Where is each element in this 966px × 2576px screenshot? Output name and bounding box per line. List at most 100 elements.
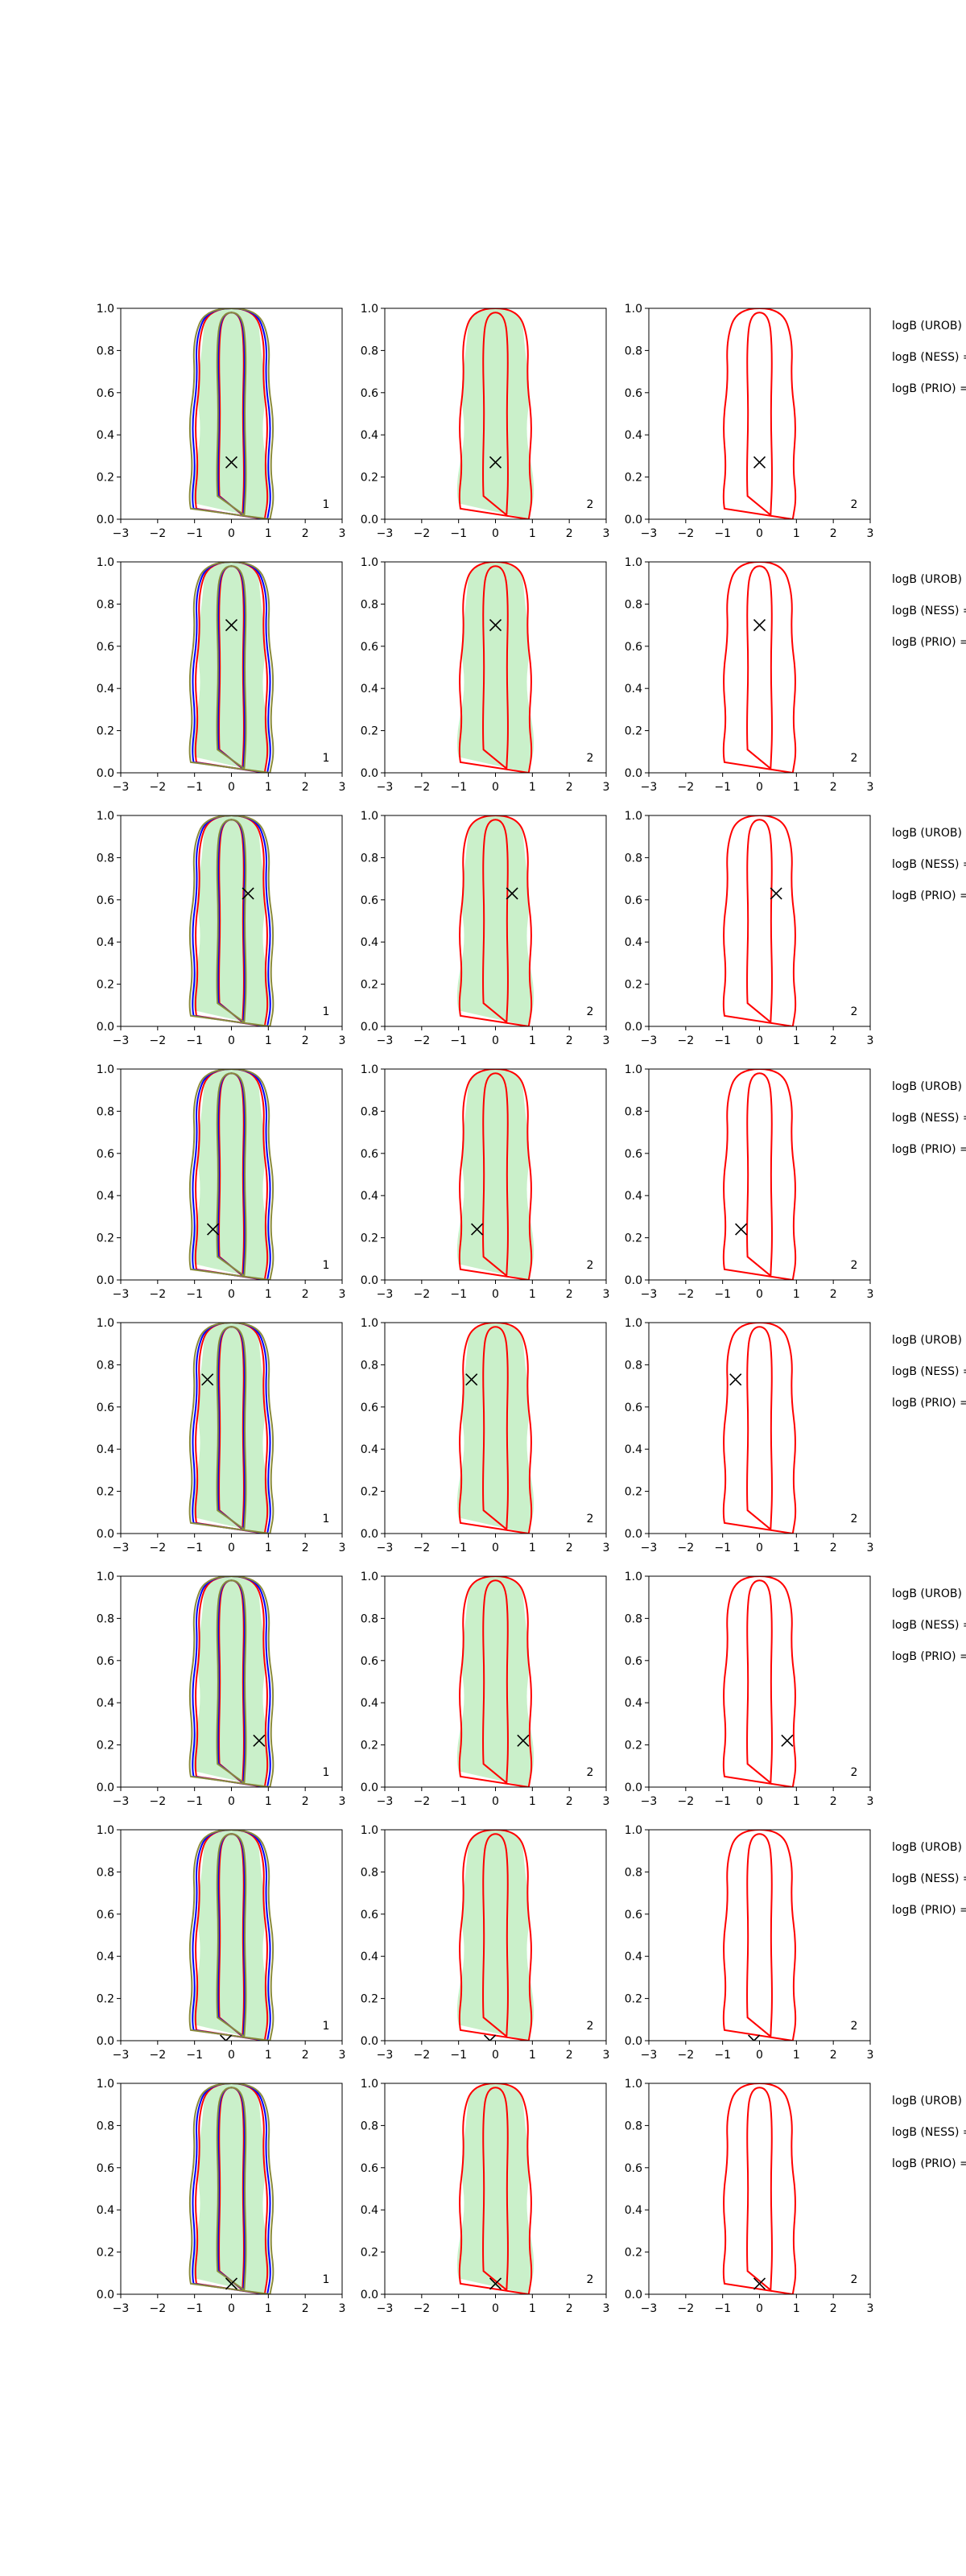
red-contour-inner <box>746 2087 773 2292</box>
truth-marker <box>484 2034 497 2041</box>
panel-plot-area <box>456 815 535 1026</box>
x-tick-label: 3 <box>339 1795 346 1808</box>
panel-plot-area <box>188 1830 275 2041</box>
y-tick-label: 0.2 <box>625 1486 642 1499</box>
panel-corner-label: 2 <box>587 2020 594 2033</box>
panel-corner-label: 1 <box>323 2273 330 2286</box>
logb-label: logB (UROB) = <box>892 573 966 586</box>
panel-plot-area <box>722 1576 797 1787</box>
x-tick-label: 0 <box>492 2049 499 2062</box>
olive-contour-inner <box>216 1833 247 2038</box>
truth-marker <box>253 1734 266 1747</box>
y-tick-label: 1.0 <box>97 1824 114 1837</box>
truth-marker <box>753 456 766 469</box>
y-tick-label: 0.0 <box>625 1021 642 1034</box>
y-tick-label: 0.6 <box>625 387 642 400</box>
x-tick-label: 0 <box>228 1288 235 1301</box>
truth-marker <box>781 1734 794 1747</box>
y-tick-label: 0.2 <box>361 2247 378 2260</box>
x-tick-label: 0 <box>756 1288 763 1301</box>
y-tick-label: 0.2 <box>625 1740 642 1752</box>
x-tick-label: −2 <box>150 527 167 540</box>
y-tick-label: 0.2 <box>625 979 642 992</box>
x-tick-label: −1 <box>714 527 731 540</box>
truth-marker <box>517 1734 530 1747</box>
x-tick-label: 3 <box>867 2049 874 2062</box>
panel-corner-label: 1 <box>323 2020 330 2033</box>
y-tick-label: 0.0 <box>97 514 114 526</box>
x-tick-label: −1 <box>714 781 731 794</box>
y-tick-label: 0.4 <box>97 1951 114 1963</box>
x-tick-label: 3 <box>603 1542 610 1554</box>
x-tick-label: 3 <box>603 2049 610 2062</box>
x-tick-label: −2 <box>414 1288 431 1301</box>
y-tick-label: 0.2 <box>361 979 378 992</box>
y-tick-label: 0.8 <box>97 1866 114 1879</box>
x-tick-label: −2 <box>414 2049 431 2062</box>
y-tick-label: 0.8 <box>361 1866 378 1879</box>
x-tick-label: 0 <box>228 1034 235 1047</box>
y-tick-label: 0.0 <box>361 514 378 526</box>
y-tick-label: 0.6 <box>361 1148 378 1161</box>
panel-r5-c3: −3 −2 −1 0 1 2 3 0.0 0.2 0.4 0.6 0.8 1.0 2 <box>625 1317 874 1554</box>
y-tick-label: 1.0 <box>97 1317 114 1330</box>
panel-corner-label: 2 <box>851 1259 858 1272</box>
y-tick-label: 1.0 <box>97 1063 114 1076</box>
y-tick-label: 0.0 <box>625 2289 642 2301</box>
y-tick-label: 0.8 <box>97 1612 114 1625</box>
x-tick-label: −2 <box>678 2302 695 2315</box>
panel-plot-area <box>188 1069 275 1280</box>
x-tick-label: −3 <box>641 1288 658 1301</box>
x-tick-label: −3 <box>113 1288 130 1301</box>
panel-plot-area <box>722 2083 797 2294</box>
olive-contour-outer <box>188 1576 275 1787</box>
red-contour-inner <box>482 1326 509 1531</box>
x-tick-label: 2 <box>302 1288 309 1301</box>
y-tick-label: 0.2 <box>625 725 642 738</box>
y-tick-label: 0.6 <box>361 387 378 400</box>
uncertainty-region <box>456 1576 535 1787</box>
logb-label: logB (NESS) = <box>892 1365 966 1378</box>
red-contour-outer <box>458 1069 533 1280</box>
x-tick-label: −3 <box>377 527 394 540</box>
x-tick-label: 0 <box>492 1795 499 1808</box>
logb-label: logB (NESS) = <box>892 1619 966 1632</box>
panel-plot-area <box>456 1069 535 1280</box>
panel-r6-c1: −3 −2 −1 0 1 2 3 0.0 0.2 0.4 0.6 0.8 1.0 1 <box>97 1571 346 1808</box>
y-tick-label: 1.0 <box>625 1063 642 1076</box>
x-tick-label: 0 <box>756 1034 763 1047</box>
red-contour-outer <box>458 308 533 519</box>
x-tick-label: −1 <box>186 781 203 794</box>
y-tick-label: 0.8 <box>625 1105 642 1118</box>
x-tick-label: 3 <box>867 2302 874 2315</box>
x-tick-label: −1 <box>450 527 467 540</box>
x-tick-label: 1 <box>529 1034 536 1047</box>
x-tick-label: −1 <box>186 1288 203 1301</box>
x-tick-label: 2 <box>830 2049 837 2062</box>
x-tick-label: −2 <box>414 1795 431 1808</box>
panel-r8-c2: −3 −2 −1 0 1 2 3 0.0 0.2 0.4 0.6 0.8 1.0 2 <box>361 2078 610 2315</box>
panel-r6-c3: −3 −2 −1 0 1 2 3 0.0 0.2 0.4 0.6 0.8 1.0 2 <box>625 1571 874 1808</box>
uncertainty-region <box>192 1069 270 1280</box>
x-tick-label: 0 <box>492 1542 499 1554</box>
panel-plot-area <box>722 562 797 773</box>
x-tick-label: −3 <box>641 527 658 540</box>
x-tick-label: 1 <box>529 527 536 540</box>
x-tick-label: −3 <box>377 1795 394 1808</box>
panel-plot-area <box>722 308 797 519</box>
x-tick-label: 2 <box>302 781 309 794</box>
red-contour-inner <box>482 2087 509 2292</box>
y-tick-label: 0.0 <box>97 2035 114 2048</box>
red-contour-outer <box>722 1830 797 2041</box>
y-tick-label: 0.6 <box>361 1909 378 1922</box>
x-tick-label: 1 <box>529 2049 536 2062</box>
uncertainty-region <box>456 308 535 519</box>
panel-plot-area <box>456 1576 535 1787</box>
y-tick-label: 0.4 <box>625 1697 642 1710</box>
x-tick-label: 0 <box>492 527 499 540</box>
truth-marker <box>225 2277 238 2290</box>
x-tick-label: −1 <box>450 2049 467 2062</box>
x-tick-label: 2 <box>566 2302 573 2315</box>
red-contour-outer <box>722 1576 797 1787</box>
y-tick-label: 0.8 <box>361 345 378 357</box>
